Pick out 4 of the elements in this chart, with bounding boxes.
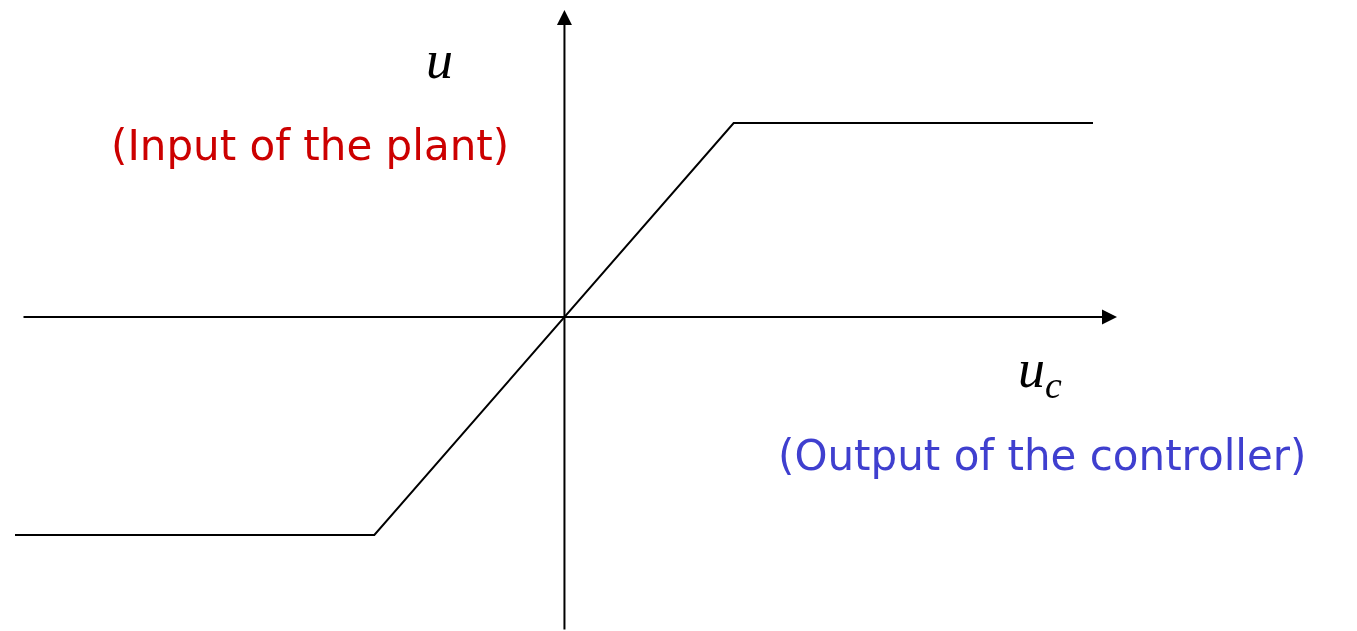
annotation: (Output of the controller) xyxy=(778,431,1307,480)
annotation: (Input of the plant) xyxy=(111,121,510,170)
y-axis-title: u xyxy=(426,30,453,90)
x-axis-title: u$_{c}$ xyxy=(1018,339,1062,407)
